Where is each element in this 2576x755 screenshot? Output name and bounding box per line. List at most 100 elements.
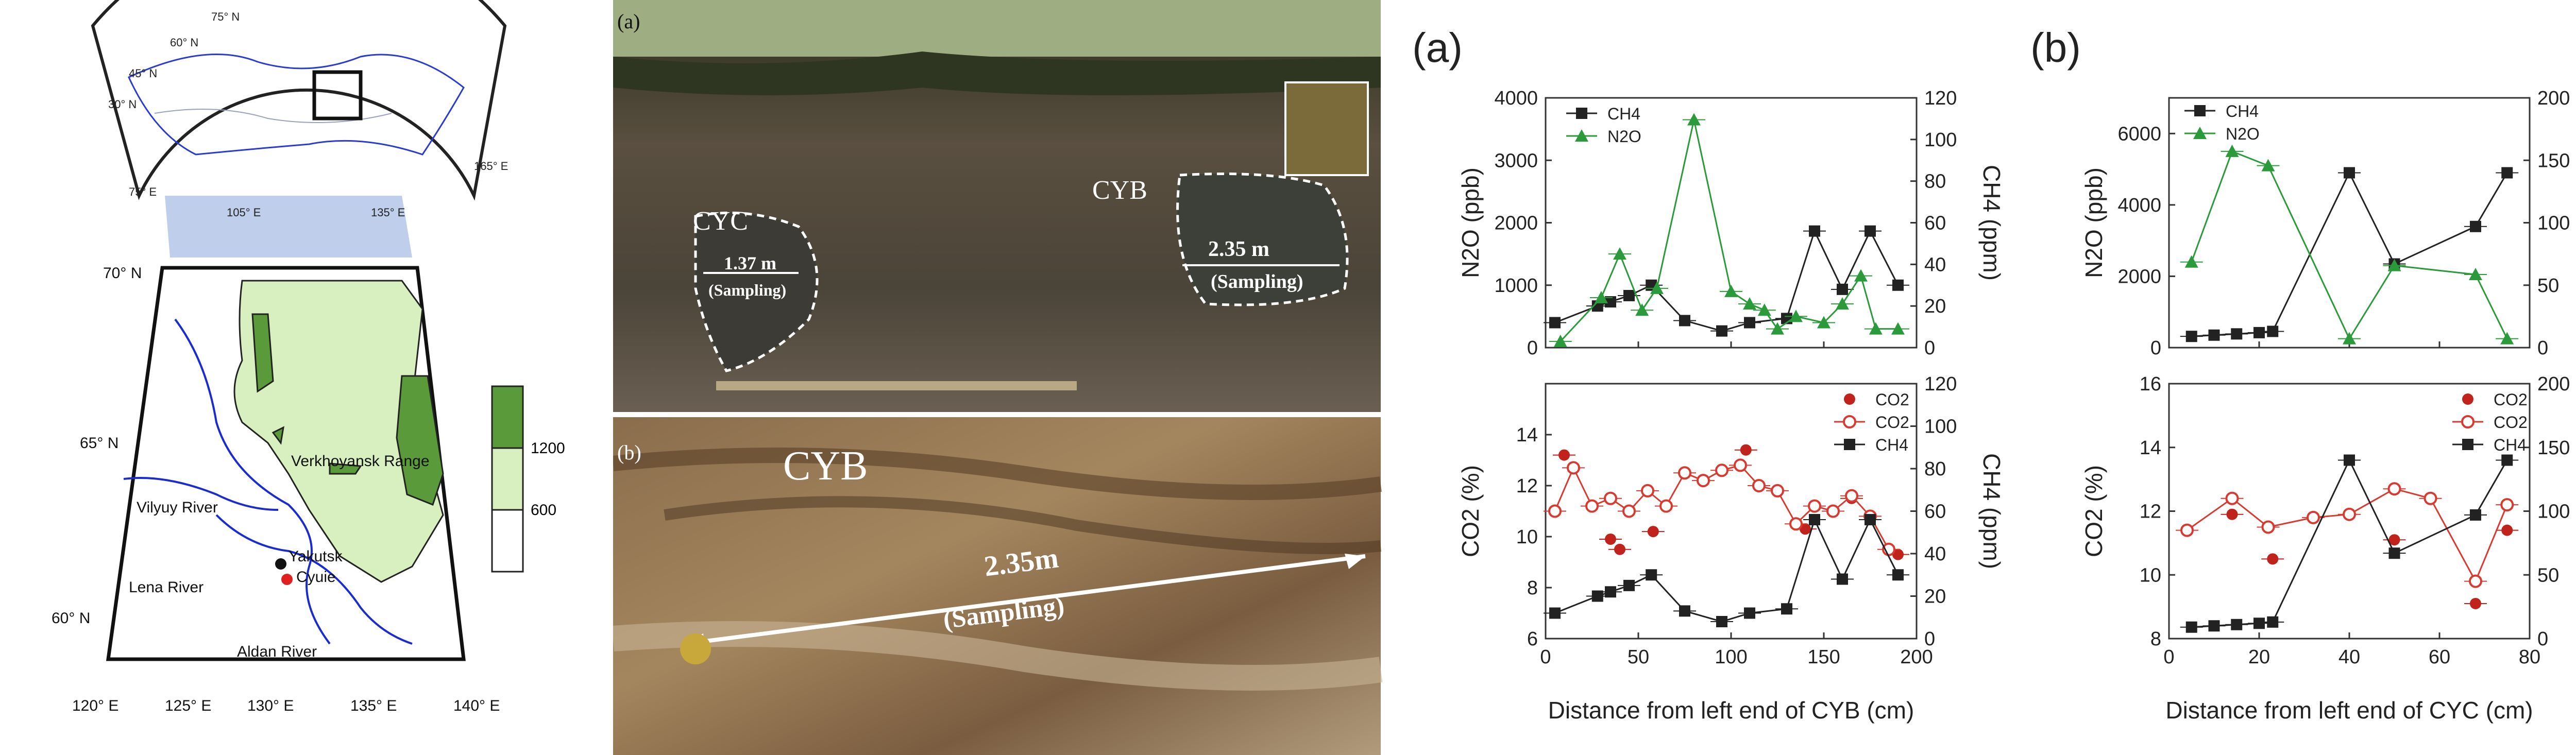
y-tick-label-left: 3000: [1494, 150, 1538, 171]
city-label-cyuie: Cyuie: [296, 569, 336, 586]
photo-a: [613, 0, 1381, 412]
data-point: [1622, 504, 1636, 518]
y-tick-label-left: 6000: [2117, 123, 2161, 145]
y-tick-label-right: 20: [1924, 586, 1946, 608]
y-tick-label-left: 8: [2150, 628, 2161, 650]
data-point: [2470, 597, 2481, 609]
y-tick-label-right: 40: [1924, 254, 1946, 276]
data-point: [2185, 331, 2197, 342]
field-photos: [613, 0, 1383, 755]
inset-study-box: [312, 70, 363, 121]
legend-label: CH4: [1607, 105, 1640, 123]
panel-label: (b): [2030, 25, 2081, 71]
photo-a-label: (a): [617, 10, 640, 33]
data-point: [1697, 474, 1710, 488]
series-line: [2191, 150, 2508, 340]
y-axis-label-right: CH4 (ppm): [1978, 165, 2005, 281]
data-point: [1715, 464, 1728, 477]
data-point: [1781, 603, 1792, 615]
y-tick-label-left: 2000: [1494, 213, 1538, 234]
legend-label: CO2: [2494, 413, 2528, 432]
data-point: [1576, 108, 1587, 119]
data-point: [2344, 454, 2355, 466]
data-point: [2461, 415, 2475, 428]
data-point: [1836, 297, 1849, 310]
y-tick-label-left: 14: [1516, 424, 1538, 446]
data-point: [2501, 167, 2513, 179]
river-label: Lena River: [129, 579, 204, 596]
map-panel: 105° E 135° E 75° E 165° E 75° N 60° N 4…: [0, 0, 590, 755]
inset-label: 135° E: [371, 206, 405, 219]
y-tick-label-left: 0: [2150, 337, 2161, 359]
inset-label: 105° E: [227, 206, 261, 219]
y-tick-label-right: 100: [2537, 501, 2570, 523]
data-point: [2194, 105, 2206, 116]
series-line: [1560, 119, 1898, 342]
series-co2: [2221, 508, 2519, 609]
data-point: [2388, 534, 2400, 546]
y-tick-label-left: 4000: [1494, 88, 1538, 109]
cyb-outline: [1176, 173, 1349, 306]
data-point: [1614, 543, 1625, 555]
data-point: [2267, 553, 2279, 565]
legend-label: CH4: [2494, 436, 2527, 454]
data-point: [1553, 334, 1567, 347]
y-tick-label-right: 80: [1924, 171, 1946, 193]
y-tick-label-left: 8: [1527, 577, 1538, 599]
data-point: [1647, 526, 1659, 538]
y-tick-label-right: 100: [2537, 213, 2570, 234]
data-point: [1844, 393, 1855, 405]
y-tick-label-left: 1000: [1494, 275, 1538, 297]
data-point: [2184, 255, 2198, 268]
series-line: [1554, 517, 1899, 623]
data-point: [2231, 328, 2243, 340]
data-point: [1567, 461, 1580, 475]
cyc-depth: 1.37 m: [724, 253, 776, 273]
data-point: [2253, 617, 2265, 629]
y-tick-label-left: 16: [2140, 373, 2161, 395]
data-point: [1549, 317, 1561, 329]
data-point: [2424, 491, 2437, 505]
data-point: [1595, 291, 1608, 303]
y-tick-label-right: 200: [2537, 88, 2570, 109]
legend: CO2 CO2 CH4: [2452, 390, 2528, 454]
data-point: [1605, 586, 1616, 598]
elevation-600: [233, 280, 444, 583]
data-point: [1789, 517, 1803, 531]
photo-b-cyb: CYB: [783, 443, 868, 489]
cyb-sampling: (Sampling): [1211, 271, 1303, 293]
y-tick-label-left: 6: [1527, 628, 1538, 650]
inset-label: 45° N: [129, 67, 157, 80]
y-tick-label-right: 100: [1924, 416, 1957, 438]
data-point: [1646, 569, 1657, 581]
y-tick-label-left: 0: [1527, 337, 1538, 359]
x-tick-label: 200: [1900, 646, 1933, 668]
y-tick-label-right: 100: [1924, 129, 1957, 151]
data-point: [2462, 439, 2473, 450]
data-point: [1891, 322, 1905, 335]
chart-a-panel: (a) 0 1000 2000 3000 4000 0 20 40 60 80 100 120 N2O (…: [1412, 0, 2020, 755]
x-tick-label: 60: [2429, 646, 2450, 668]
data-point: [1641, 484, 1654, 497]
data-point: [1844, 439, 1855, 450]
map-text: 70° N 65° N 60° N 120° E 125° E 130° E 1…: [52, 265, 500, 714]
chart-b-panel: (b) 0 2000 4000 6000 0 50 100 150 200 N2O (ppb) CH4…: [1999, 0, 2576, 755]
y-axis-label-right: CH4 (ppm): [1978, 453, 2005, 569]
data-point: [2193, 127, 2207, 139]
river-label: Vilyuy River: [137, 499, 218, 516]
photo-b: [613, 417, 1383, 755]
data-point: [2462, 393, 2473, 405]
panel-label: (a): [1412, 25, 1463, 71]
data-point: [1869, 322, 1883, 335]
data-point: [1789, 310, 1803, 322]
lon-label-130: 130° E: [247, 697, 294, 714]
data-point: [2185, 621, 2197, 633]
data-point: [1865, 225, 1876, 237]
x-axis-label: Distance from left end of CYB (cm): [1548, 697, 1914, 724]
y-tick-label-left: 12: [2140, 501, 2161, 523]
data-point: [1809, 514, 1820, 525]
data-point: [1743, 297, 1756, 310]
series-ch4: [2180, 454, 2519, 633]
